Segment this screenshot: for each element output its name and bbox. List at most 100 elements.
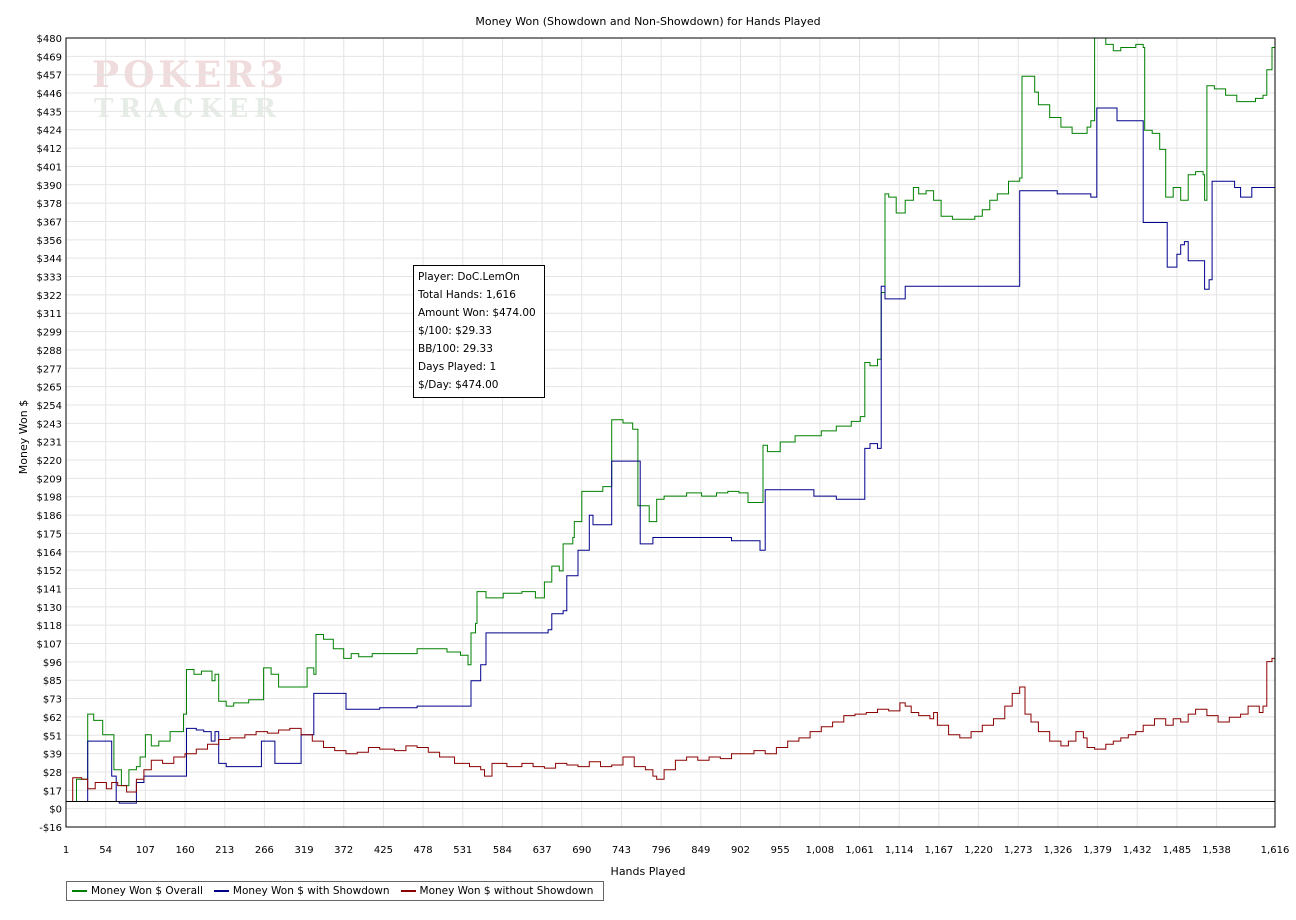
days-played-text: Days Played: 1 bbox=[418, 361, 497, 373]
y-tick-label: $435 bbox=[37, 107, 62, 118]
y-tick-label: $367 bbox=[37, 217, 62, 228]
y-tick-label: $322 bbox=[37, 291, 62, 302]
x-tick-label: 849 bbox=[691, 845, 710, 856]
x-tick-label: 1,538 bbox=[1202, 845, 1231, 856]
chart-legend: Money Won $ Overall Money Won $ with Sho… bbox=[66, 881, 605, 901]
x-tick-label: 796 bbox=[652, 845, 671, 856]
y-tick-label: $96 bbox=[43, 658, 62, 669]
legend-item-showdown: Money Won $ with Showdown bbox=[211, 885, 390, 897]
x-tick-label: 1,008 bbox=[806, 845, 835, 856]
player-name-text: Player: DoC.LemOn bbox=[418, 271, 520, 283]
x-tick-label: 1,326 bbox=[1044, 845, 1073, 856]
x-tick-label: 531 bbox=[453, 845, 472, 856]
x-tick-label: 425 bbox=[374, 845, 393, 856]
legend-item-overall: Money Won $ Overall bbox=[69, 885, 203, 897]
amount-won-text: Amount Won: $474.00 bbox=[418, 307, 536, 319]
y-tick-label: $390 bbox=[37, 181, 62, 192]
legend-label-non-showdown: Money Won $ without Showdown bbox=[419, 885, 594, 897]
x-axis-tick-labels: 1 54 107 160 213 266 319 372 425 478 531 584 637 690 7… bbox=[63, 845, 1290, 856]
y-tick-label: $457 bbox=[37, 71, 62, 82]
chart-title: Money Won (Showdown and Non-Showdown) fo… bbox=[475, 15, 820, 28]
series-line-non-showdown bbox=[66, 657, 1275, 802]
y-tick-label: $17 bbox=[43, 786, 62, 797]
x-tick-label: 902 bbox=[731, 845, 750, 856]
plot-area-border bbox=[65, 37, 1276, 828]
y-tick-label: $424 bbox=[37, 126, 62, 137]
x-tick-label: 1,061 bbox=[845, 845, 874, 856]
x-tick-label: 213 bbox=[215, 845, 234, 856]
y-tick-label: $333 bbox=[37, 273, 62, 284]
x-tick-label: 1,114 bbox=[885, 845, 914, 856]
y-tick-label: $186 bbox=[37, 511, 62, 522]
player-stats-box: Player: DoC.LemOn Total Hands: 1,616 Amo… bbox=[413, 265, 545, 398]
y-tick-label: $344 bbox=[37, 254, 62, 265]
legend-item-non-showdown: Money Won $ without Showdown bbox=[398, 885, 594, 897]
x-tick-label: 1,432 bbox=[1123, 845, 1152, 856]
y-tick-label: $130 bbox=[37, 603, 62, 614]
y-tick-label: $288 bbox=[37, 346, 62, 357]
dollars-per-100-text: $/100: $29.33 bbox=[418, 325, 492, 337]
legend-label-overall: Money Won $ Overall bbox=[91, 885, 203, 897]
y-tick-label: $39 bbox=[43, 750, 62, 761]
y-tick-label: $141 bbox=[37, 584, 62, 595]
x-tick-label: 1,220 bbox=[964, 845, 993, 856]
y-tick-label: $299 bbox=[37, 328, 62, 339]
y-tick-label: $198 bbox=[37, 493, 62, 504]
x-tick-label: 743 bbox=[612, 845, 631, 856]
series-lines bbox=[66, 37, 1275, 804]
x-tick-label: 372 bbox=[334, 845, 353, 856]
y-tick-label: $480 bbox=[37, 34, 62, 45]
x-tick-label: 1,167 bbox=[925, 845, 954, 856]
x-tick-label: 690 bbox=[572, 845, 591, 856]
bb-per-100-text: BB/100: 29.33 bbox=[418, 343, 493, 355]
y-tick-label: $28 bbox=[43, 768, 62, 779]
y-tick-label: $175 bbox=[37, 529, 62, 540]
y-tick-label: $0 bbox=[49, 805, 62, 816]
x-tick-label: 1 bbox=[63, 845, 69, 856]
x-tick-label: 584 bbox=[493, 845, 512, 856]
y-axis-title: Money Won $ bbox=[17, 400, 30, 474]
y-tick-label: $220 bbox=[37, 456, 62, 467]
x-tick-label: 637 bbox=[533, 845, 552, 856]
x-tick-label: 1,273 bbox=[1004, 845, 1033, 856]
x-tick-label: 1,485 bbox=[1163, 845, 1192, 856]
y-tick-label: $277 bbox=[37, 364, 62, 375]
y-tick-label: $164 bbox=[37, 548, 62, 559]
y-tick-label: $243 bbox=[37, 419, 62, 430]
y-tick-label: $254 bbox=[37, 401, 62, 412]
grid-lines bbox=[65, 37, 1276, 828]
y-tick-label: $311 bbox=[37, 309, 62, 320]
y-tick-label: $446 bbox=[37, 89, 62, 100]
y-tick-label: $378 bbox=[37, 199, 62, 210]
y-axis-tick-labels: $480 $469 $457 $446 $435 $424 $412 $401 $390 $378… bbox=[37, 34, 62, 834]
legend-swatch-overall bbox=[72, 890, 87, 892]
y-tick-label: $469 bbox=[37, 52, 62, 63]
legend-swatch-showdown bbox=[213, 890, 229, 892]
series-line-showdown bbox=[66, 107, 1275, 804]
x-tick-label: 1,379 bbox=[1083, 845, 1112, 856]
x-tick-label: 266 bbox=[255, 845, 274, 856]
y-tick-label: $107 bbox=[37, 640, 62, 651]
y-tick-label: $412 bbox=[37, 144, 62, 155]
y-tick-label: $231 bbox=[37, 438, 62, 449]
y-tick-label: $401 bbox=[37, 162, 62, 173]
y-tick-label: $356 bbox=[37, 236, 62, 247]
series-line-overall bbox=[66, 37, 1275, 802]
y-tick-label: $85 bbox=[43, 676, 62, 687]
x-tick-label: 107 bbox=[136, 845, 155, 856]
y-tick-label: $51 bbox=[43, 731, 62, 742]
x-tick-label: 54 bbox=[99, 845, 112, 856]
y-tick-label: $73 bbox=[43, 695, 62, 706]
y-tick-label: $209 bbox=[37, 474, 62, 485]
y-tick-label: $62 bbox=[43, 713, 62, 724]
y-tick-label: $265 bbox=[37, 383, 62, 394]
x-tick-label: 1,616 bbox=[1261, 845, 1290, 856]
total-hands-text: Total Hands: 1,616 bbox=[418, 289, 516, 301]
x-tick-label: 319 bbox=[295, 845, 314, 856]
y-tick-label: $118 bbox=[37, 621, 62, 632]
x-tick-label: 478 bbox=[414, 845, 433, 856]
dollars-per-day-text: $/Day: $474.00 bbox=[418, 379, 499, 391]
x-tick-label: 955 bbox=[771, 845, 790, 856]
x-tick-label: 160 bbox=[175, 845, 194, 856]
